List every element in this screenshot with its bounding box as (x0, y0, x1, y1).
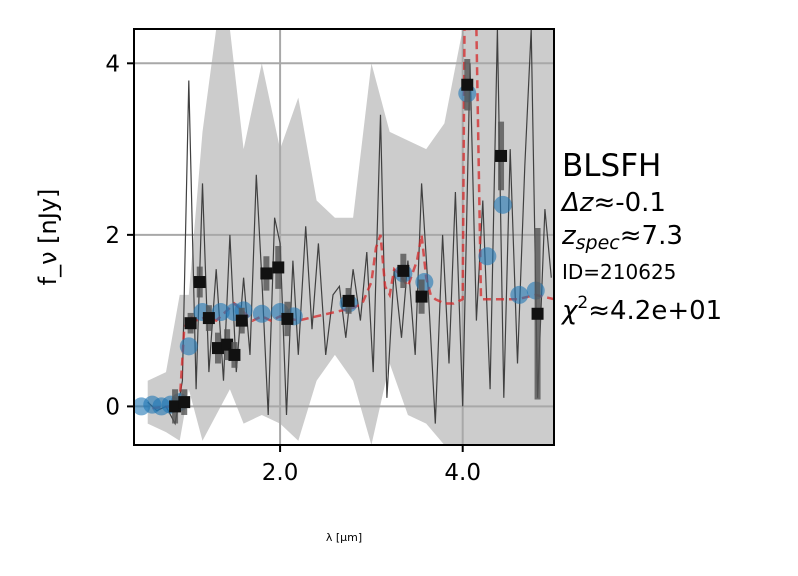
photometry-point (478, 247, 497, 266)
binned-point (272, 261, 285, 274)
binned-point (495, 149, 508, 162)
plot-content (134, 29, 554, 445)
binned-point (397, 264, 410, 277)
photometry-point (179, 337, 198, 356)
zspec-label: zspec≈7.3 (561, 221, 683, 254)
binned-point (193, 276, 206, 289)
y-axis-ticks: 0 2 4 (105, 51, 134, 420)
photometry-point (493, 195, 512, 214)
y-axis-label: f_ν [nJy] (34, 189, 62, 286)
photometry-point (211, 303, 230, 322)
binned-point (202, 312, 215, 325)
y-tick-label: 4 (105, 51, 120, 77)
y-axis-label-text: f_ν [nJy] (34, 189, 62, 286)
x-axis-ticks: 2.0 4.0 (262, 445, 481, 486)
binned-point (169, 400, 182, 413)
plot-frame (133, 28, 555, 446)
model-name-label: BLSFH (562, 148, 661, 184)
binned-point (461, 78, 474, 91)
binned-point (228, 348, 241, 361)
x-tick-label: 4.0 (444, 460, 481, 486)
photometry-point (510, 285, 529, 304)
binned-point (221, 338, 234, 351)
binned-point (235, 314, 248, 327)
annotation-block: BLSFH Δz≈-0.1 zspec≈7.3 ID=210625 χ2≈4.2… (560, 148, 722, 326)
binned-point (342, 294, 355, 307)
binned-point (531, 307, 544, 320)
chi2-label: χ2≈4.2e+01 (560, 293, 722, 326)
x-axis-label: λ [μm] (326, 531, 362, 544)
binned-point (260, 267, 273, 280)
id-label: ID=210625 (562, 260, 676, 284)
binned-point (178, 396, 191, 409)
binned-point (415, 290, 428, 303)
binned-point (281, 312, 294, 325)
y-tick-label: 2 (105, 223, 120, 249)
binned-point (184, 317, 197, 330)
delta-z-label: Δz≈-0.1 (560, 188, 666, 218)
photometry-point (252, 304, 271, 323)
y-tick-label: 0 (105, 394, 120, 420)
binned-point (212, 342, 224, 355)
x-tick-label: 2.0 (262, 460, 299, 486)
